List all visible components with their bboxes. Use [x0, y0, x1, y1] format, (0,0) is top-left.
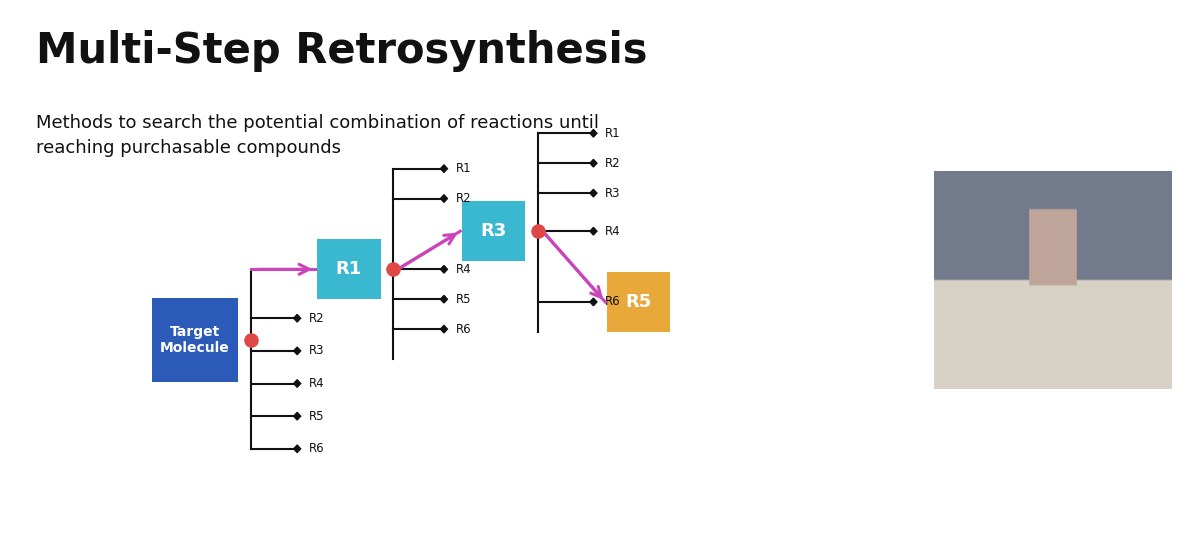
Polygon shape [440, 265, 448, 273]
Text: R5: R5 [308, 410, 324, 423]
Point [528, 227, 547, 236]
Text: R5: R5 [625, 293, 652, 311]
Text: R1: R1 [456, 162, 472, 175]
FancyBboxPatch shape [462, 201, 526, 261]
Polygon shape [590, 189, 596, 197]
Text: R2: R2 [308, 312, 324, 325]
Polygon shape [294, 412, 301, 420]
Polygon shape [440, 165, 448, 172]
Polygon shape [440, 195, 448, 202]
Text: R6: R6 [308, 442, 324, 455]
Polygon shape [294, 314, 301, 322]
Text: R1: R1 [336, 260, 362, 279]
Polygon shape [440, 325, 448, 333]
Polygon shape [590, 298, 596, 306]
Text: R3: R3 [481, 222, 506, 240]
Text: R3: R3 [605, 187, 620, 200]
Polygon shape [294, 445, 301, 453]
Polygon shape [590, 129, 596, 137]
Text: R6: R6 [456, 323, 472, 336]
Text: R2: R2 [456, 192, 472, 205]
Text: R6: R6 [605, 295, 620, 308]
Text: R1: R1 [605, 127, 620, 140]
Text: Methods to search the potential combination of reactions until
reaching purchasa: Methods to search the potential combinat… [36, 114, 599, 157]
Polygon shape [294, 380, 301, 387]
Text: Target
Molecule: Target Molecule [160, 325, 229, 355]
Point [384, 265, 403, 274]
Text: R5: R5 [456, 293, 472, 306]
Text: R4: R4 [456, 263, 472, 276]
Text: R2: R2 [605, 157, 620, 170]
Text: R3: R3 [308, 344, 324, 357]
Polygon shape [440, 295, 448, 303]
Text: R4: R4 [308, 377, 324, 390]
FancyBboxPatch shape [607, 272, 671, 332]
Text: R4: R4 [605, 225, 620, 238]
FancyBboxPatch shape [151, 298, 238, 382]
Polygon shape [294, 347, 301, 355]
Polygon shape [590, 227, 596, 235]
Polygon shape [590, 159, 596, 167]
FancyBboxPatch shape [317, 239, 380, 299]
Point [241, 336, 260, 344]
Text: Multi-Step Retrosynthesis: Multi-Step Retrosynthesis [36, 30, 648, 72]
